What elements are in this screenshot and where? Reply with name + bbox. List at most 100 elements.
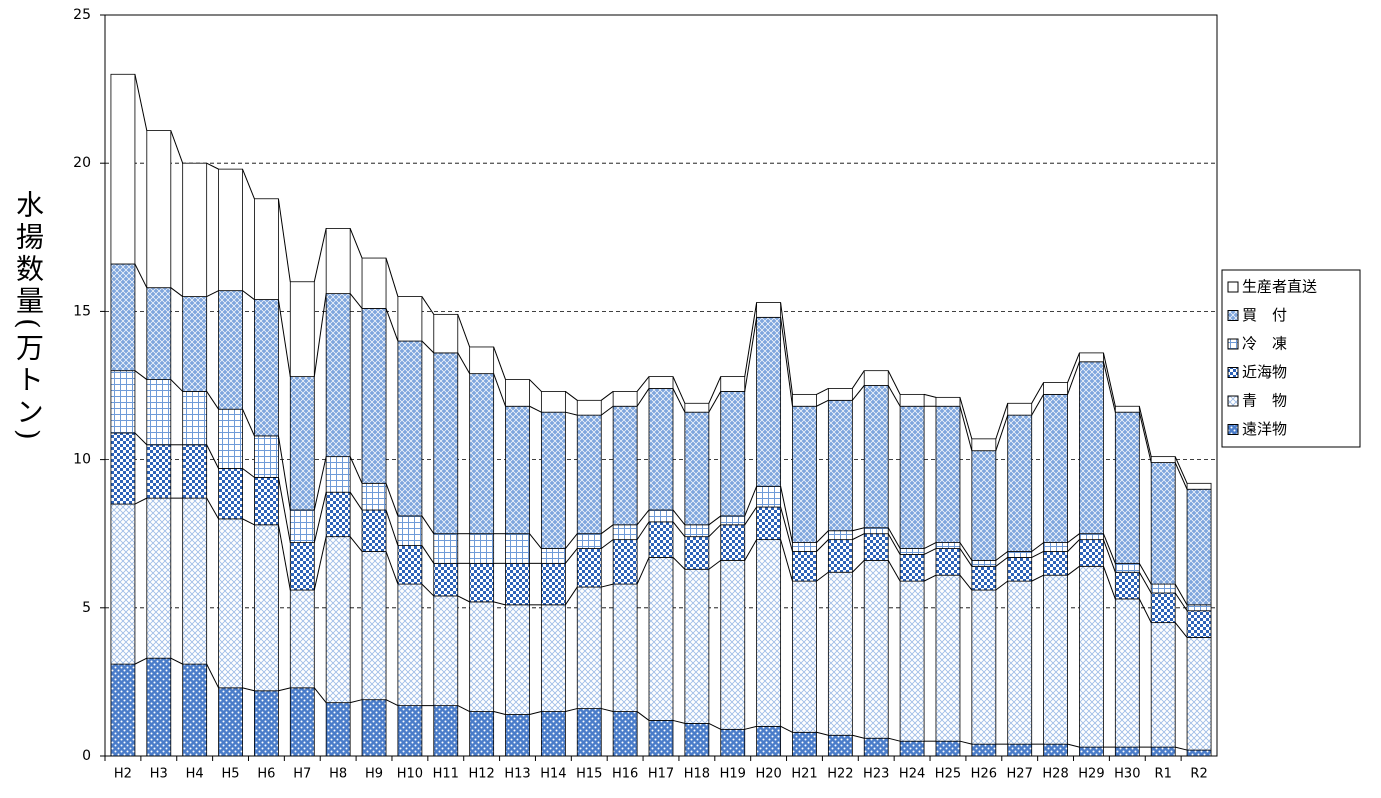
bar-segment — [684, 536, 710, 570]
bar-segment — [254, 299, 279, 437]
series-connector — [780, 302, 793, 395]
series-connector — [744, 506, 758, 526]
bar-segment — [792, 580, 817, 733]
bar-segment — [218, 290, 243, 410]
y-tick-label: 10 — [73, 452, 91, 468]
series-connector — [170, 287, 183, 297]
series-connector — [493, 373, 506, 407]
bar-segment — [899, 548, 925, 555]
bar-segment — [863, 559, 889, 739]
series-connector — [277, 299, 291, 377]
x-tick-label: H6 — [257, 767, 275, 782]
bar-segment — [1079, 533, 1104, 541]
x-tick-label: H12 — [468, 767, 494, 782]
series-connector — [851, 385, 865, 401]
x-tick-label: H15 — [576, 767, 602, 782]
series-connector — [636, 521, 650, 540]
series-connector — [959, 542, 973, 561]
bar-segment — [612, 391, 638, 407]
series-connector — [1102, 539, 1116, 573]
series-connector — [601, 583, 614, 588]
x-tick-label: H10 — [397, 767, 423, 782]
bar-segment — [971, 559, 997, 567]
series-connector — [887, 533, 901, 555]
series-connector — [672, 509, 686, 526]
bar-segment — [505, 405, 530, 535]
bar-segment — [684, 402, 710, 413]
bar-segment — [1007, 402, 1033, 416]
series-connector — [457, 595, 470, 603]
series-connector — [313, 228, 327, 282]
x-tick-label: R1 — [1155, 767, 1172, 782]
series-connector — [421, 515, 435, 534]
bar-segment — [612, 524, 638, 541]
bar-segment — [935, 396, 961, 407]
series-connector — [170, 130, 184, 164]
legend-label: 青 物 — [1242, 392, 1287, 410]
bar-segment — [218, 408, 243, 469]
bar-segment — [469, 373, 495, 535]
bar-segment — [289, 509, 315, 543]
series-connector — [529, 405, 542, 413]
x-tick-label: H20 — [755, 767, 781, 782]
series-connector — [744, 486, 758, 517]
series-connector — [170, 379, 184, 392]
x-tick-label: H14 — [540, 767, 566, 782]
series-connector — [672, 376, 686, 404]
bar-segment — [899, 554, 925, 582]
bar-segment — [1079, 361, 1104, 535]
series-connector — [313, 492, 327, 543]
bar-segment — [110, 73, 136, 265]
series-connector — [564, 533, 578, 549]
bar-segment — [110, 432, 136, 505]
bar-segment — [397, 340, 423, 517]
bar-segment — [935, 548, 961, 576]
series-connector — [493, 601, 506, 606]
series-connector — [636, 557, 650, 585]
series-connector — [1174, 462, 1188, 490]
series-connector — [277, 524, 291, 591]
bar-segment — [720, 515, 746, 526]
series-connector — [565, 411, 578, 416]
series-connector — [1138, 412, 1152, 463]
x-tick-label: H21 — [791, 767, 817, 782]
series-connector — [349, 536, 363, 552]
series-connector — [1174, 622, 1188, 638]
bar-segment — [182, 444, 208, 499]
bar-segment — [505, 379, 530, 407]
bar-segment — [433, 352, 459, 535]
bar-segment — [361, 308, 387, 484]
bar-segment — [289, 687, 315, 757]
series-connector — [134, 263, 148, 288]
series-connector — [385, 483, 399, 517]
series-connector — [852, 533, 865, 541]
series-connector — [923, 542, 937, 549]
series-connector — [385, 509, 399, 546]
series-connector — [744, 302, 758, 377]
bar-segment — [971, 743, 997, 757]
series-connector — [277, 477, 291, 543]
bar-segment — [863, 737, 889, 757]
series-connector — [421, 340, 435, 354]
bar-segment — [1150, 746, 1176, 757]
bar-segment — [325, 456, 351, 493]
series-connector — [134, 497, 148, 505]
series-connector — [887, 370, 901, 395]
y-tick-label: 5 — [82, 600, 91, 616]
bar-segment — [756, 506, 782, 541]
series-connector — [313, 293, 327, 377]
bar-segment — [756, 725, 782, 757]
bar-segment — [612, 583, 638, 712]
legend-swatch — [1227, 367, 1239, 378]
series-connector — [206, 663, 219, 689]
series-connector — [242, 518, 255, 526]
legend-label: 近海物 — [1242, 363, 1287, 381]
bar-segment — [325, 491, 351, 538]
bar-segment — [540, 711, 566, 757]
bar-segment — [935, 405, 961, 543]
bar-segment — [254, 435, 279, 478]
bar-segment — [684, 722, 710, 757]
x-tick-label: H29 — [1078, 767, 1104, 782]
series-connector — [888, 737, 901, 742]
series-connector — [600, 405, 614, 416]
